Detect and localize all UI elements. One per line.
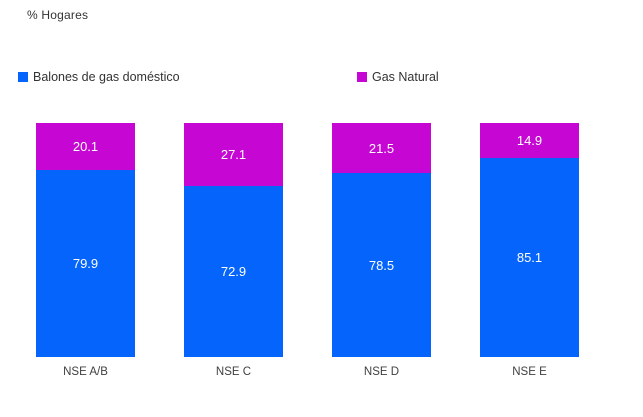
stacked-bar: 14.9 85.1 <box>480 123 579 357</box>
segment-gas-natural[interactable]: 20.1 <box>36 123 135 171</box>
bar-column: 20.1 79.9 NSE A/B <box>36 123 135 378</box>
legend-item-balones[interactable]: Balones de gas doméstico <box>18 70 180 84</box>
legend-label-balones: Balones de gas doméstico <box>33 70 180 84</box>
data-label: 20.1 <box>72 139 99 155</box>
bar-column: 21.5 78.5 NSE D <box>332 123 431 378</box>
bar-column: 27.1 72.9 NSE C <box>184 123 283 378</box>
plot-area: 20.1 79.9 NSE A/B 27.1 72.9 NSE C 21.5 78.5 NSE … <box>36 123 579 378</box>
chart-title: % Hogares <box>27 8 89 22</box>
legend-swatch-magenta-icon <box>357 72 367 82</box>
stacked-bar: 27.1 72.9 <box>184 123 283 357</box>
segment-gas-natural[interactable]: 14.9 <box>480 123 579 158</box>
data-label: 14.9 <box>516 132 543 148</box>
segment-balones[interactable]: 79.9 <box>36 170 135 357</box>
category-label: NSE C <box>215 366 252 378</box>
bar-column: 14.9 85.1 NSE E <box>480 123 579 378</box>
segment-balones[interactable]: 78.5 <box>332 173 431 357</box>
segment-balones[interactable]: 72.9 <box>184 186 283 357</box>
data-label: 85.1 <box>516 249 543 265</box>
data-label: 78.5 <box>368 257 395 273</box>
data-label: 79.9 <box>72 256 99 271</box>
legend-label-gas-natural: Gas Natural <box>372 70 439 84</box>
data-label: 21.5 <box>368 140 395 156</box>
segment-gas-natural[interactable]: 21.5 <box>332 123 431 174</box>
legend-swatch-blue-icon <box>18 72 28 82</box>
data-label: 27.1 <box>220 147 247 163</box>
segment-balones[interactable]: 85.1 <box>480 157 579 357</box>
category-label: NSE A/B <box>63 366 108 378</box>
category-label: NSE D <box>363 366 400 378</box>
data-label: 72.9 <box>220 264 247 280</box>
legend-item-gas-natural[interactable]: Gas Natural <box>357 70 439 84</box>
stacked-bar: 20.1 79.9 <box>36 123 135 357</box>
category-label: NSE E <box>512 366 547 378</box>
segment-gas-natural[interactable]: 27.1 <box>184 123 283 187</box>
stacked-bar: 21.5 78.5 <box>332 123 431 357</box>
